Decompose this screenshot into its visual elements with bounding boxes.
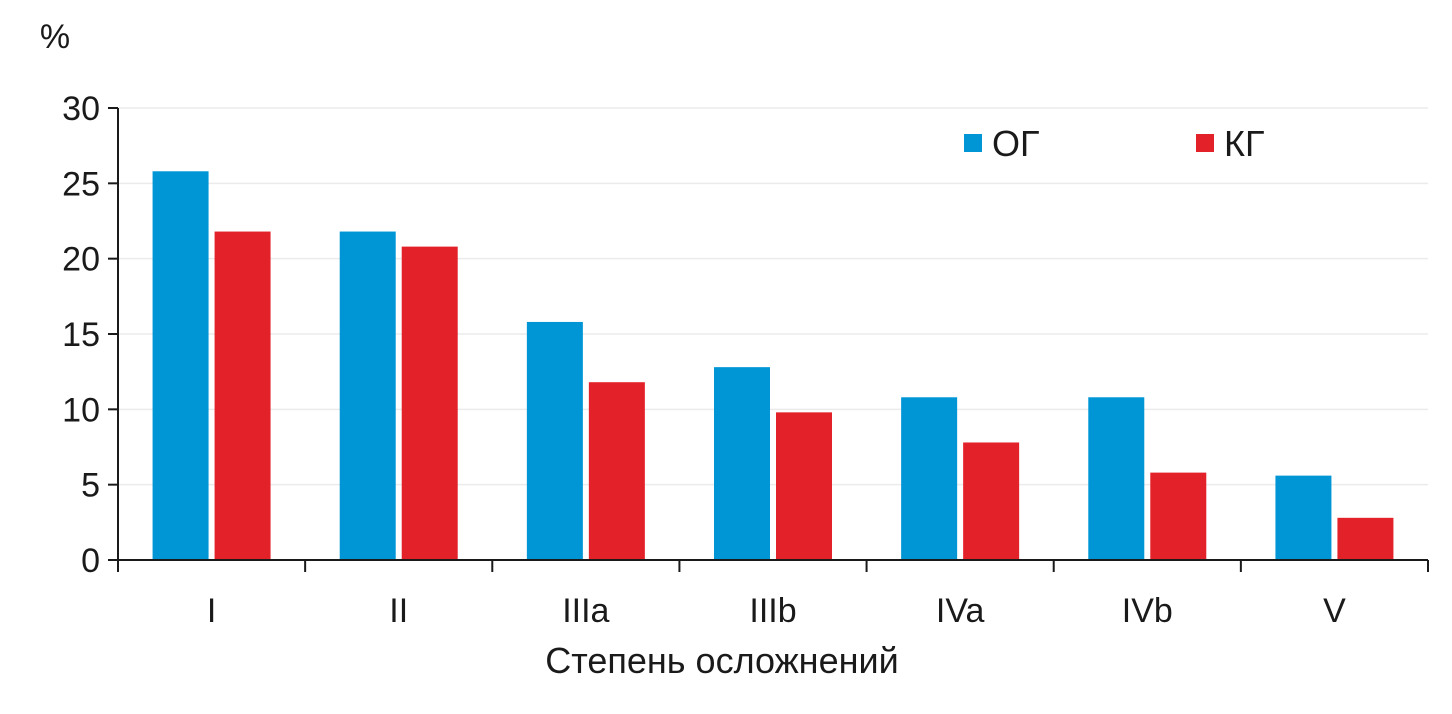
bar-og-i xyxy=(152,171,209,560)
legend: ОГ КГ xyxy=(964,123,1264,164)
y-tick-label: 30 xyxy=(62,90,100,128)
bar-kg-i xyxy=(214,231,271,560)
x-tick-label: IVa xyxy=(936,592,985,630)
bar-og-v xyxy=(1275,475,1332,560)
x-axis-title: Степень осложнений xyxy=(545,640,898,681)
x-tick-label: IIIa xyxy=(562,592,609,630)
legend-label: ОГ xyxy=(992,123,1040,164)
x-tick-label: IVb xyxy=(1122,592,1173,630)
bar-og-iiib xyxy=(714,367,770,560)
y-tick-label: 0 xyxy=(81,542,100,580)
bar-og-iva xyxy=(901,397,958,560)
legend-swatch xyxy=(1196,134,1214,152)
gridlines xyxy=(118,107,1428,486)
y-tick-label: 10 xyxy=(62,391,100,429)
x-tick-label: II xyxy=(389,592,408,630)
y-tick-label: 25 xyxy=(62,165,100,203)
x-tick-label: V xyxy=(1323,592,1346,630)
bar-kg-ivb xyxy=(1150,472,1207,560)
legend-label: КГ xyxy=(1224,123,1264,164)
bar-og-iiia xyxy=(526,321,583,560)
y-tick-label: 5 xyxy=(81,467,100,505)
x-tick-labels: I II IIIa IIIb IVa IVb V xyxy=(207,592,1346,630)
bar-og-ivb xyxy=(1088,397,1145,560)
axes xyxy=(108,107,1429,572)
legend-swatch xyxy=(964,134,982,152)
y-tick-labels: 0 5 10 15 20 25 30 xyxy=(62,90,100,580)
bar-kg-v xyxy=(1337,517,1394,560)
bar-kg-iiia xyxy=(588,382,645,560)
y-tick-label: 15 xyxy=(62,316,100,354)
bar-kg-ii xyxy=(401,246,458,560)
bars xyxy=(152,171,1394,560)
x-tick-label: IIIb xyxy=(749,592,796,630)
bar-kg-iva xyxy=(963,442,1020,560)
y-axis-title: % xyxy=(40,18,70,56)
bar-og-ii xyxy=(339,231,396,560)
bar-kg-iiib xyxy=(776,412,832,560)
y-tick-label: 20 xyxy=(62,241,100,279)
x-tick-label: I xyxy=(207,592,216,630)
